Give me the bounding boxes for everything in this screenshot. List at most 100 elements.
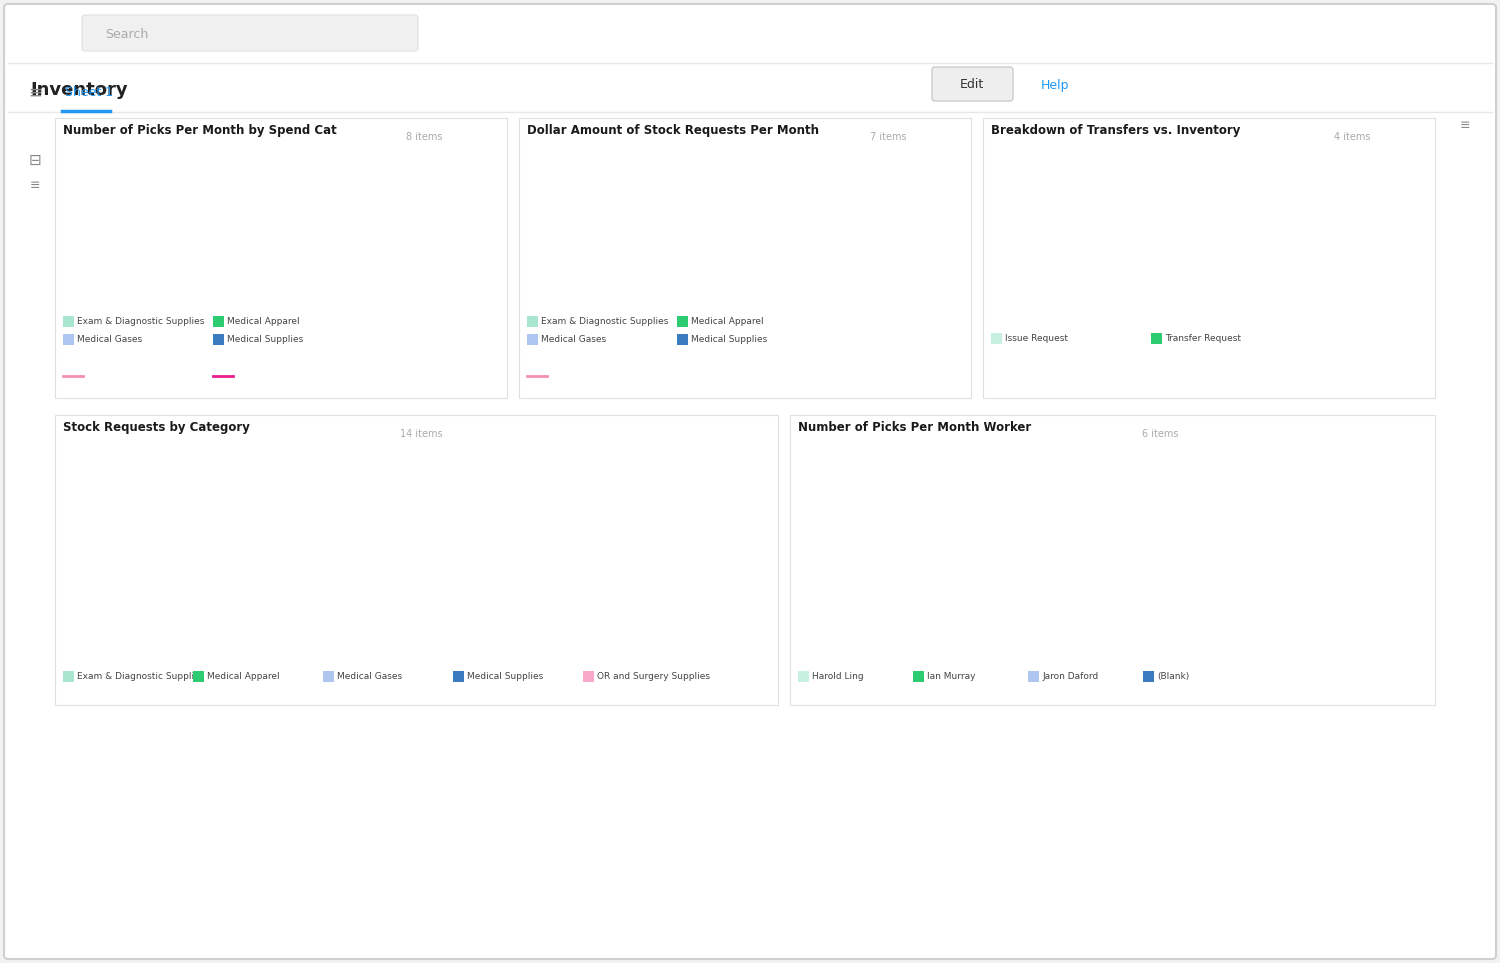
FancyBboxPatch shape — [932, 67, 1013, 101]
Text: Transfer Request: Transfer Request — [1166, 334, 1240, 343]
Bar — [148, 560, 189, 563]
Text: Sheet 1: Sheet 1 — [64, 87, 112, 99]
Text: (Blank): (Blank) — [1156, 672, 1190, 681]
Bar — [322, 671, 334, 682]
Text: Breakdown of Transfers vs. Inventory: Breakdown of Transfers vs. Inventory — [992, 124, 1240, 137]
Bar — [676, 316, 688, 327]
Bar — [798, 671, 808, 682]
Bar — [688, 618, 729, 622]
Bar — [328, 598, 369, 622]
Text: Medical Supplies: Medical Supplies — [226, 335, 303, 344]
Bar — [598, 618, 639, 621]
Text: Help: Help — [1041, 79, 1070, 91]
Bar — [865, 214, 912, 313]
Text: Exam & Diagnostic Supplies: Exam & Diagnostic Supplies — [76, 672, 204, 681]
Text: Search: Search — [105, 28, 148, 40]
Text: Medical Gases: Medical Gases — [542, 335, 606, 344]
Text: Medical Supplies: Medical Supplies — [692, 335, 766, 344]
X-axis label: Deliver-To: Deliver-To — [413, 652, 466, 662]
Bar — [982, 118, 1436, 398]
Text: Issue Request: Issue Request — [1005, 334, 1068, 343]
Bar — [1095, 479, 1166, 484]
Bar — [213, 334, 223, 345]
Y-axis label: SUM(Extended Amount): SUM(Extended Amount) — [528, 173, 538, 298]
Bar — [194, 671, 204, 682]
Text: Harold Ling: Harold Ling — [812, 672, 864, 681]
Y-axis label: SUM(Extended Amo...: SUM(Extended Amo... — [74, 490, 82, 588]
Bar — [213, 316, 223, 327]
Bar — [1028, 671, 1039, 682]
Bar — [526, 334, 538, 345]
Y-axis label: Count: Count — [68, 220, 78, 251]
Bar — [453, 671, 464, 682]
X-axis label: Period for Stock Lines: Period for Stock Lines — [699, 333, 837, 344]
X-axis label: Period for Pick List Board: Period for Pick List Board — [216, 333, 375, 344]
Text: Medical Apparel: Medical Apparel — [226, 317, 300, 326]
Bar — [273, 222, 320, 238]
Text: 14 items: 14 items — [400, 429, 442, 439]
Bar — [676, 334, 688, 345]
Bar — [584, 671, 594, 682]
Bar — [148, 572, 189, 622]
Bar — [1143, 671, 1154, 682]
Text: 6 items: 6 items — [1142, 429, 1178, 439]
Text: Jaron Daford: Jaron Daford — [1042, 672, 1098, 681]
Bar — [8, 8, 1492, 63]
Bar — [419, 617, 459, 622]
Text: Medical Apparel: Medical Apparel — [207, 672, 279, 681]
Y-axis label: Count: Count — [802, 524, 813, 555]
Bar — [1095, 484, 1166, 501]
Bar — [56, 415, 779, 705]
Text: Number of Picks Per Month by Spend Cat: Number of Picks Per Month by Spend Cat — [63, 124, 336, 137]
Bar — [273, 181, 320, 222]
Text: Dollar Amount of Stock Requests Per Month: Dollar Amount of Stock Requests Per Mont… — [526, 124, 819, 137]
Text: ≡: ≡ — [30, 178, 40, 192]
Bar — [150, 311, 196, 313]
Bar — [509, 618, 549, 621]
Bar — [526, 316, 538, 327]
Bar — [63, 671, 74, 682]
Bar — [624, 312, 669, 313]
Bar — [744, 220, 790, 313]
X-axis label: Period for Stock Lines: Period for Stock Lines — [1155, 333, 1293, 344]
Text: ≡: ≡ — [1460, 118, 1470, 132]
Text: Inventory: Inventory — [30, 81, 128, 99]
Text: Exam & Diagnostic Supplies: Exam & Diagnostic Supplies — [542, 317, 669, 326]
Text: Stock Requests by Category: Stock Requests by Category — [63, 421, 250, 434]
Bar — [992, 333, 1002, 344]
Text: OR and Surgery Supplies: OR and Surgery Supplies — [597, 672, 709, 681]
Bar — [744, 192, 790, 198]
Bar — [148, 563, 189, 568]
Bar — [63, 316, 74, 327]
Text: Ian Murray: Ian Murray — [927, 672, 975, 681]
Text: 7 items: 7 items — [870, 132, 907, 142]
Text: Medical Apparel: Medical Apparel — [692, 317, 764, 326]
Bar — [790, 415, 1436, 705]
Bar — [273, 251, 320, 267]
Bar — [1095, 572, 1166, 622]
Bar — [148, 568, 189, 572]
Bar — [394, 312, 442, 313]
Bar — [273, 238, 320, 251]
Bar — [744, 180, 790, 192]
Text: Medical Gases: Medical Gases — [76, 335, 142, 344]
FancyBboxPatch shape — [82, 15, 419, 51]
Text: Medical Gases: Medical Gases — [338, 672, 402, 681]
Text: Edit: Edit — [960, 79, 984, 91]
Text: Medical Supplies: Medical Supplies — [466, 672, 543, 681]
Text: ≡: ≡ — [28, 84, 42, 102]
Bar — [1150, 333, 1162, 344]
Bar — [519, 118, 970, 398]
Bar — [744, 208, 790, 220]
X-axis label: Period for Pick List Board: Period for Pick List Board — [1050, 642, 1211, 652]
Text: ⊟: ⊟ — [28, 152, 42, 168]
Bar — [63, 334, 74, 345]
Bar — [1280, 619, 1350, 622]
Text: Exam & Diagnostic Supplies: Exam & Diagnostic Supplies — [76, 317, 204, 326]
Bar — [744, 198, 790, 208]
Bar — [910, 621, 981, 622]
Text: Number of Picks Per Month Worker: Number of Picks Per Month Worker — [798, 421, 1032, 434]
Bar — [914, 671, 924, 682]
Bar — [238, 621, 279, 622]
Y-axis label: Count: Count — [996, 220, 1006, 251]
